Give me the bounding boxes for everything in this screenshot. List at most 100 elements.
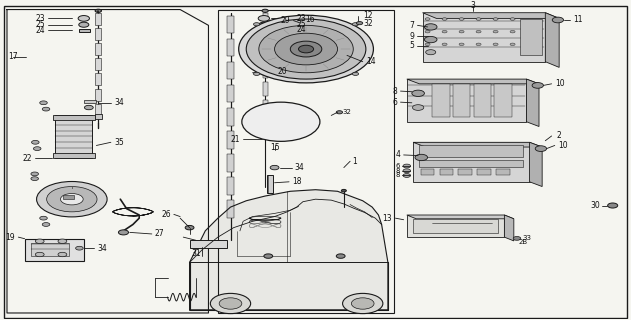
Text: 30: 30	[591, 201, 600, 210]
Circle shape	[58, 239, 67, 244]
Bar	[31, 243, 69, 256]
Circle shape	[78, 16, 90, 21]
Circle shape	[40, 216, 47, 220]
Bar	[227, 108, 233, 125]
Bar	[262, 13, 268, 26]
Circle shape	[85, 105, 93, 110]
Bar	[421, 169, 435, 175]
Bar	[63, 195, 74, 199]
Circle shape	[425, 36, 437, 43]
Text: 8: 8	[396, 168, 401, 174]
Circle shape	[403, 169, 411, 173]
Text: 12: 12	[363, 12, 372, 20]
Circle shape	[258, 16, 269, 21]
Bar	[79, 29, 90, 32]
Circle shape	[403, 164, 411, 168]
Circle shape	[95, 9, 102, 12]
Circle shape	[33, 147, 41, 150]
Bar	[413, 219, 498, 233]
Text: 25: 25	[297, 20, 306, 29]
Polygon shape	[529, 142, 542, 187]
Bar	[259, 29, 270, 32]
Bar	[95, 28, 102, 40]
Text: 9: 9	[410, 32, 415, 41]
Bar	[413, 142, 529, 182]
Polygon shape	[526, 79, 539, 126]
Bar	[262, 65, 268, 78]
Text: 25: 25	[35, 20, 45, 29]
Circle shape	[459, 43, 464, 45]
Circle shape	[40, 101, 47, 105]
Circle shape	[415, 154, 428, 161]
Circle shape	[493, 30, 498, 33]
Circle shape	[35, 239, 44, 244]
Circle shape	[510, 30, 515, 33]
Circle shape	[274, 33, 338, 65]
Circle shape	[259, 25, 353, 73]
Circle shape	[535, 146, 546, 151]
Bar	[420, 146, 523, 156]
Text: 23: 23	[35, 14, 45, 23]
Circle shape	[343, 293, 383, 314]
Text: 32: 32	[343, 109, 351, 115]
Text: 3: 3	[471, 1, 475, 10]
Circle shape	[341, 189, 346, 192]
Circle shape	[290, 41, 322, 57]
Text: 21: 21	[230, 135, 240, 144]
Text: 16: 16	[305, 15, 314, 24]
Text: 27: 27	[155, 229, 165, 238]
Circle shape	[242, 102, 320, 141]
Bar	[218, 10, 394, 313]
Text: 34: 34	[97, 244, 107, 253]
Circle shape	[552, 17, 563, 23]
Bar	[432, 84, 450, 117]
Text: 11: 11	[574, 15, 583, 24]
Text: 1: 1	[352, 157, 357, 166]
Circle shape	[336, 111, 343, 114]
Circle shape	[425, 18, 430, 20]
Bar	[496, 169, 510, 175]
Circle shape	[259, 22, 269, 27]
Circle shape	[246, 19, 366, 79]
Text: 35: 35	[114, 138, 124, 147]
Polygon shape	[407, 79, 539, 84]
Bar	[227, 39, 233, 56]
Circle shape	[352, 23, 358, 26]
Circle shape	[79, 22, 89, 27]
Bar	[262, 30, 268, 44]
Bar	[477, 169, 491, 175]
Circle shape	[42, 107, 50, 111]
Bar	[53, 153, 95, 158]
Text: 10: 10	[555, 79, 564, 88]
Circle shape	[262, 9, 268, 12]
Circle shape	[608, 203, 618, 208]
Text: 5: 5	[410, 41, 415, 50]
Bar	[262, 47, 268, 61]
Circle shape	[239, 15, 374, 83]
Circle shape	[459, 18, 464, 20]
Circle shape	[119, 230, 129, 235]
Circle shape	[493, 43, 498, 45]
Text: 2: 2	[556, 131, 561, 140]
Bar	[227, 16, 233, 33]
Circle shape	[442, 18, 447, 20]
Text: 10: 10	[558, 141, 567, 150]
Polygon shape	[189, 190, 388, 310]
Bar	[262, 82, 268, 95]
Circle shape	[254, 72, 260, 76]
Polygon shape	[504, 215, 514, 241]
Bar	[494, 84, 512, 117]
Bar	[95, 114, 102, 119]
Circle shape	[31, 172, 38, 176]
Text: 13: 13	[382, 214, 392, 223]
Polygon shape	[413, 142, 542, 147]
Bar	[440, 169, 454, 175]
Text: 20: 20	[278, 67, 287, 76]
Circle shape	[426, 50, 436, 55]
Text: 24: 24	[35, 26, 45, 35]
Bar	[420, 160, 523, 167]
Bar	[95, 104, 102, 116]
Polygon shape	[545, 13, 559, 68]
Circle shape	[58, 252, 67, 257]
Text: 18: 18	[292, 177, 302, 186]
